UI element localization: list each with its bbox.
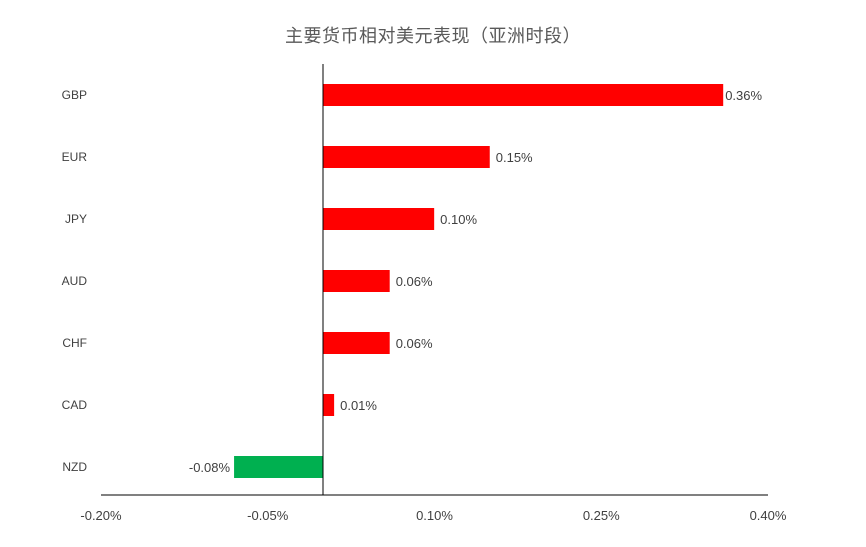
bar: [323, 332, 390, 354]
x-tick-label: 0.40%: [750, 508, 787, 523]
data-label: 0.01%: [340, 398, 377, 413]
data-label: 0.36%: [725, 88, 762, 103]
bar: [323, 394, 335, 416]
category-label: JPY: [65, 212, 87, 226]
bar: [323, 84, 724, 106]
category-label: EUR: [62, 150, 88, 164]
category-label: NZD: [62, 460, 87, 474]
data-label: -0.08%: [189, 460, 231, 475]
x-tick-label: -0.20%: [80, 508, 122, 523]
x-tick-label: -0.05%: [247, 508, 289, 523]
bar: [323, 146, 490, 168]
x-tick-label: 0.25%: [583, 508, 620, 523]
data-label: 0.06%: [396, 274, 433, 289]
category-label: AUD: [62, 274, 88, 288]
data-label: 0.15%: [496, 150, 533, 165]
data-label: 0.10%: [440, 212, 477, 227]
category-label: CHF: [62, 336, 87, 350]
data-label: 0.06%: [396, 336, 433, 351]
x-tick-label: 0.10%: [416, 508, 453, 523]
category-label: GBP: [62, 88, 87, 102]
bar: [323, 208, 435, 230]
bar: [234, 456, 323, 478]
chart-title: 主要货币相对美元表现（亚洲时段）: [285, 26, 581, 47]
category-label: CAD: [62, 398, 88, 412]
bar: [323, 270, 390, 292]
